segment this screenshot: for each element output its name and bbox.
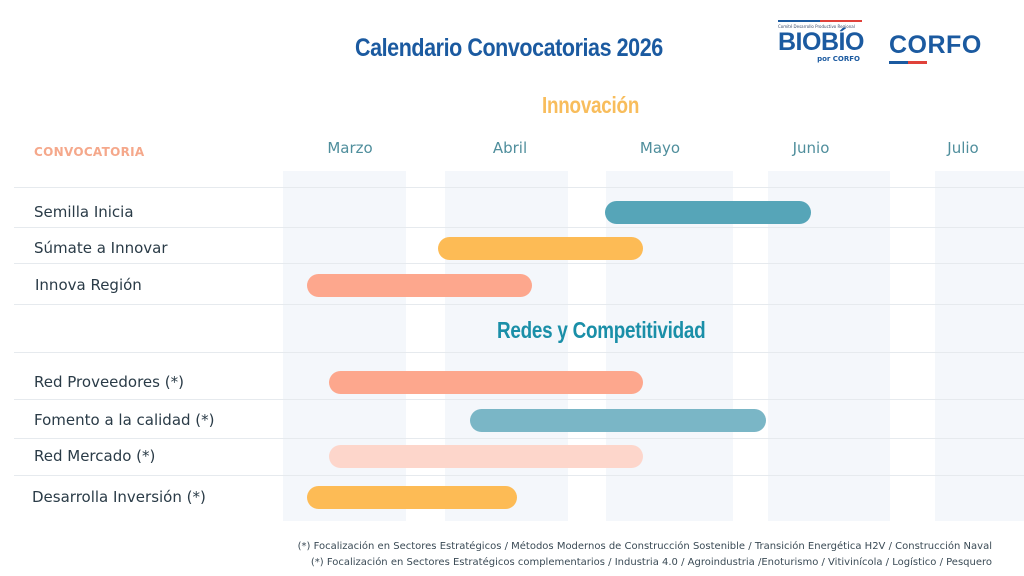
month-label-mayo: Mayo [639,139,681,157]
gantt-bar [328,445,644,468]
row-divider [14,187,1024,188]
month-band-junio [768,171,890,521]
footnote-2: (*) Focalización en Sectores Estratégico… [310,557,992,568]
biobio-logo: Comité Desarrollo Productivo Regional BI… [778,20,864,63]
row-divider [14,227,1024,228]
month-label-marzo: Marzo [327,139,373,157]
row-label: Fomento a la calidad (*) [34,411,215,429]
gantt-bar [328,371,644,394]
month-label-abril: Abril [492,139,528,157]
month-band-marzo [283,171,406,521]
row-divider [14,352,1024,353]
row-label: Súmate a Innovar [34,239,168,257]
row-label: Red Proveedores (*) [34,373,184,391]
footnote-1: (*) Focalización en Sectores Estratégico… [297,541,992,552]
gantt-bar [307,274,533,297]
section-title-redes-competitividad: Redes y Competitividad [497,317,706,343]
gantt-bar [438,237,644,260]
month-band-julio [935,171,1024,521]
flag-stripe-icon [778,20,862,22]
row-label: Semilla Inicia [34,203,134,221]
column-header-convocatoria: CONVOCATORIA [34,145,145,159]
month-label-junio: Junio [792,139,830,157]
row-label: Desarrolla Inversión (*) [32,488,206,506]
biobio-tagline: Comité Desarrollo Productivo Regional [778,24,855,29]
gantt-bar [605,201,811,224]
gantt-bar [307,486,518,509]
row-divider [14,263,1024,264]
corfo-logo: CORFO [889,32,982,64]
section-title-innovacion: Innovación [542,92,640,118]
flag-stripe-icon [889,61,927,64]
row-divider [14,399,1024,400]
gantt-bar [470,409,767,432]
month-band-abril [445,171,568,521]
row-divider [14,304,1024,305]
month-label-julio: Julio [947,139,979,157]
row-divider [14,438,1024,439]
biobio-sub: por CORFO [817,55,860,63]
page-title: Calendario Convocatorias 2026 [355,34,663,62]
row-divider [14,475,1024,476]
row-label: Red Mercado (*) [34,447,156,465]
biobio-name: BIOBÍO [778,28,864,56]
row-label: Innova Región [35,276,142,294]
corfo-name: CORFO [889,31,982,59]
